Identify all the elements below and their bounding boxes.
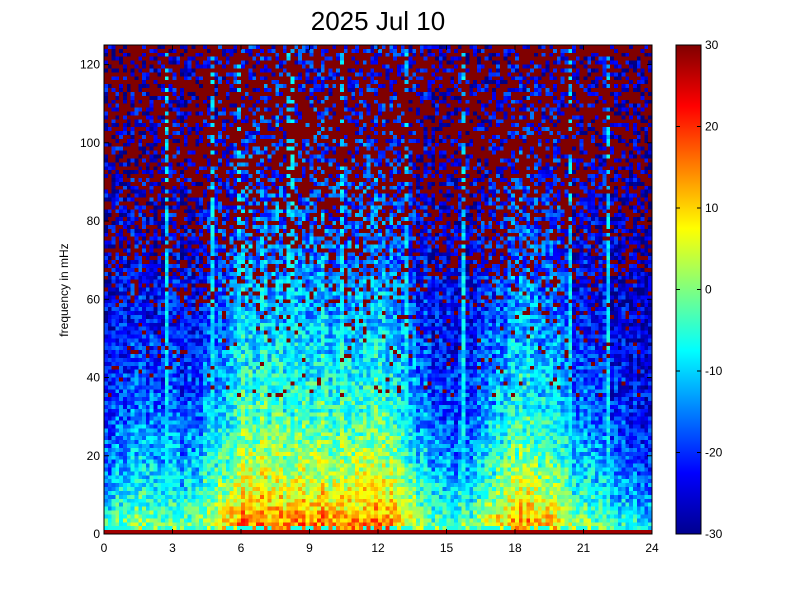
colorbar-tick-label: 10 bbox=[705, 201, 719, 215]
colorbar bbox=[675, 44, 702, 535]
y-tick-label: 80 bbox=[87, 214, 101, 228]
x-tick-label: 24 bbox=[645, 541, 659, 555]
y-tick-label: 0 bbox=[93, 527, 100, 541]
x-tick-label: 9 bbox=[306, 541, 313, 555]
y-tick-label: 20 bbox=[87, 449, 101, 463]
x-tick-label: 12 bbox=[371, 541, 385, 555]
y-axis: 0 20 40 60 80 100 120 bbox=[80, 58, 652, 541]
y-tick-label: 100 bbox=[80, 136, 100, 150]
x-axis: 0 3 6 9 12 15 18 21 24 bbox=[101, 45, 659, 555]
x-tick-label: 6 bbox=[238, 541, 245, 555]
colorbar-tick-label: 0 bbox=[705, 283, 712, 297]
y-tick-label: 120 bbox=[80, 58, 100, 72]
colorbar-tick-label: 30 bbox=[705, 38, 719, 52]
colorbar-tick-label: 20 bbox=[705, 120, 719, 134]
x-tick-label: 18 bbox=[508, 541, 522, 555]
y-tick-label: 60 bbox=[87, 292, 101, 306]
chart-title: 2025 Jul 10 bbox=[310, 6, 446, 36]
spectrogram-heatmap bbox=[104, 45, 652, 534]
x-tick-label: 3 bbox=[169, 541, 176, 555]
colorbar-tick-label: -10 bbox=[705, 364, 723, 378]
x-tick-label: 21 bbox=[577, 541, 591, 555]
x-tick-label: 0 bbox=[101, 541, 108, 555]
x-tick-label: 15 bbox=[440, 541, 454, 555]
colorbar-tick-label: -30 bbox=[705, 527, 723, 541]
colorbar-axis: -30 -20 -10 0 10 20 30 bbox=[676, 38, 723, 541]
y-tick-label: 40 bbox=[87, 371, 101, 385]
colorbar-tick-label: -20 bbox=[705, 446, 723, 460]
